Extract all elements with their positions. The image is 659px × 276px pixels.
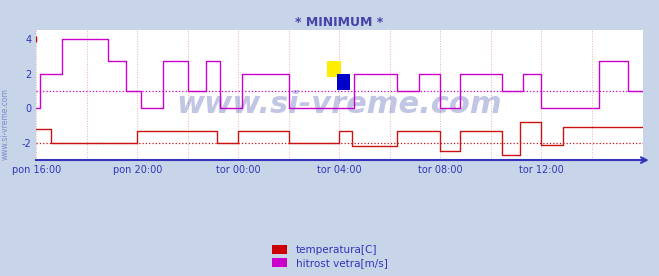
Legend: temperatura[C], hitrost vetra[m/s]: temperatura[C], hitrost vetra[m/s] <box>272 245 387 268</box>
FancyBboxPatch shape <box>328 62 341 77</box>
FancyBboxPatch shape <box>337 75 351 90</box>
Title: * MINIMUM *: * MINIMUM * <box>295 16 384 29</box>
Text: www.si-vreme.com: www.si-vreme.com <box>1 88 10 160</box>
Text: www.si-vreme.com: www.si-vreme.com <box>177 90 502 119</box>
